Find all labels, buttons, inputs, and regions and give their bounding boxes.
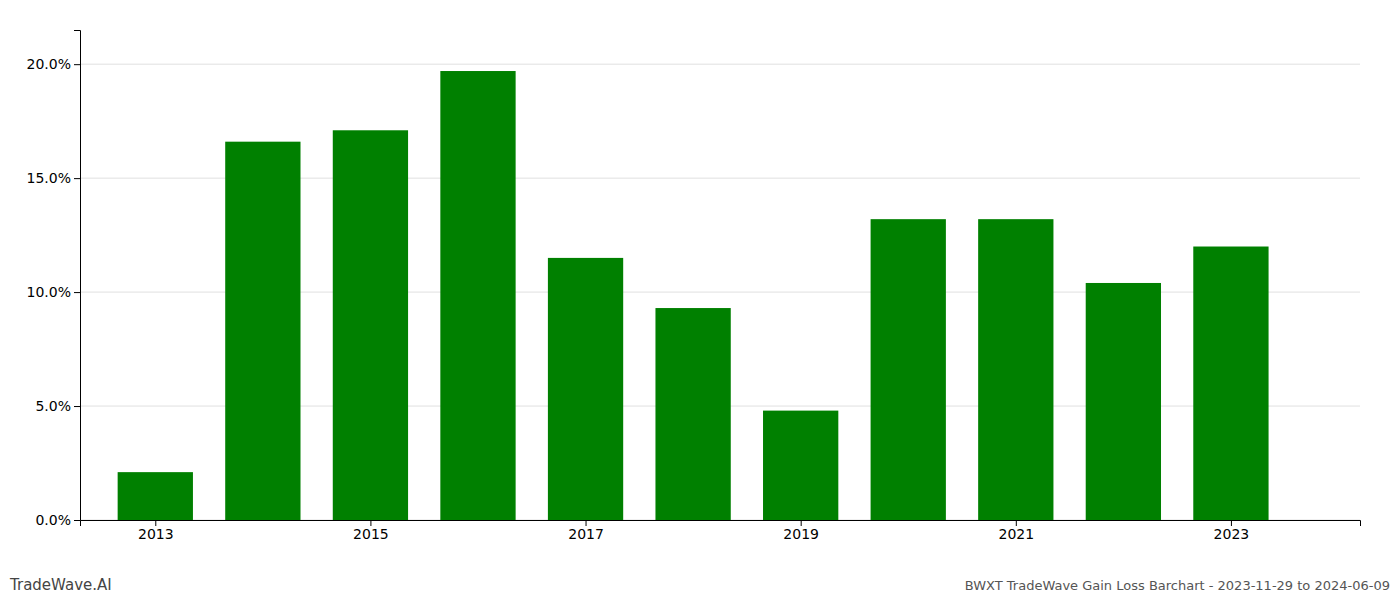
bar	[871, 219, 946, 520]
x-tick-label: 2023	[1214, 526, 1250, 542]
x-tick-label: 2019	[783, 526, 819, 542]
bar	[333, 130, 408, 520]
y-tick: 10.0%	[27, 284, 80, 300]
bar	[655, 308, 730, 520]
x-tick: 2017	[568, 520, 604, 542]
bar	[548, 258, 623, 520]
y-tick-label: 0.0%	[35, 512, 71, 528]
y-tick: 15.0%	[27, 170, 80, 186]
bar	[978, 219, 1053, 520]
x-tick-label: 2015	[353, 526, 389, 542]
y-tick-label: 10.0%	[27, 284, 71, 300]
y-axis-line	[74, 31, 81, 521]
bars	[118, 71, 1269, 520]
y-tick: 5.0%	[35, 398, 80, 414]
y-axis: 0.0% 5.0% 10.0% 15.0% 20.0%	[27, 31, 81, 528]
bar	[225, 142, 300, 520]
x-axis: 2013 2015 2017 2019 2021 2023	[81, 520, 1361, 542]
y-tick-mark	[74, 406, 80, 407]
x-tick: 2023	[1214, 520, 1250, 542]
bar	[118, 472, 193, 520]
x-tick: 2021	[998, 520, 1034, 542]
bar	[440, 71, 515, 520]
y-tick-label: 5.0%	[35, 398, 71, 414]
grid	[80, 64, 1360, 520]
x-axis-line	[81, 521, 1361, 527]
x-tick: 2013	[138, 520, 174, 542]
grid-line	[80, 64, 1360, 65]
y-tick: 20.0%	[27, 56, 80, 72]
bar	[1086, 283, 1161, 520]
bar	[1193, 247, 1268, 520]
title: BWXT TradeWave Gain Loss Barchart - 2023…	[965, 578, 1390, 593]
bar	[763, 411, 838, 520]
y-tick: 0.0%	[35, 512, 80, 528]
x-tick: 2015	[353, 520, 389, 542]
y-tick-label: 20.0%	[27, 56, 71, 72]
y-tick-mark	[74, 64, 80, 65]
watermark: TradeWave.AI	[9, 576, 112, 594]
chart: 2013 2015 2017 2019 2021 2023 0.0% 5.0% 10.0% 15.…	[0, 0, 1400, 600]
y-tick-mark	[74, 520, 80, 521]
y-tick-mark	[74, 292, 80, 293]
x-tick: 2019	[783, 520, 819, 542]
x-tick-label: 2017	[568, 526, 604, 542]
y-tick-mark	[74, 178, 80, 179]
x-tick-label: 2013	[138, 526, 174, 542]
x-tick-label: 2021	[998, 526, 1034, 542]
y-tick-label: 15.0%	[27, 170, 71, 186]
